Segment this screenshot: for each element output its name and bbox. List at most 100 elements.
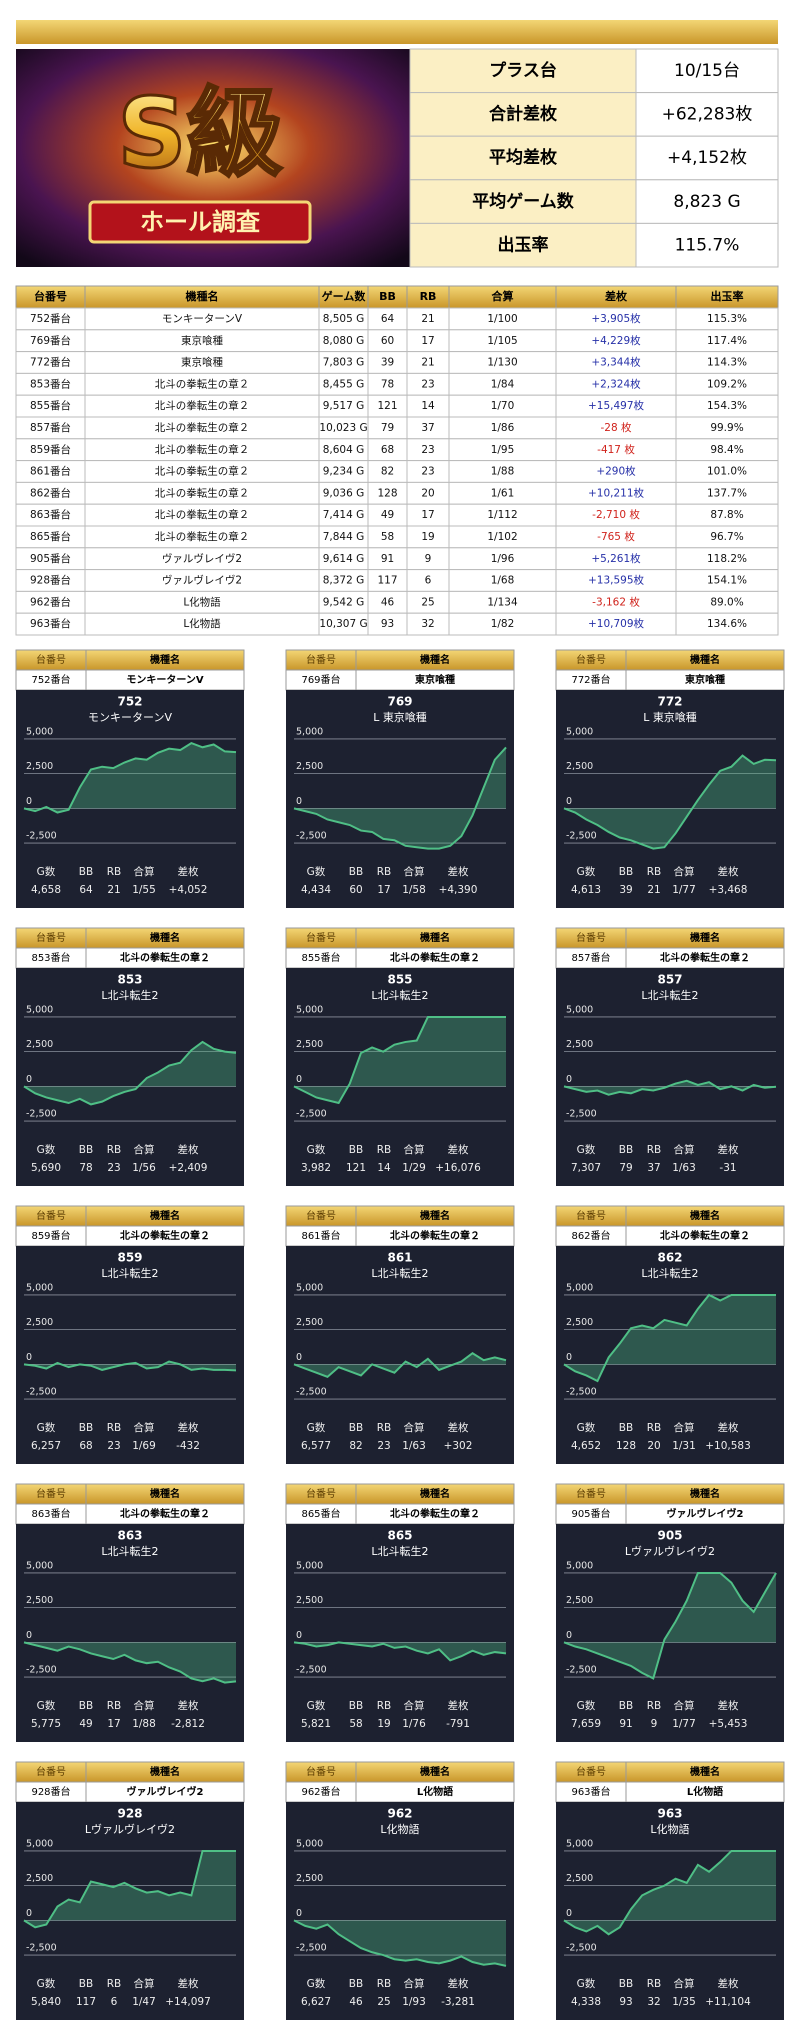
stat-value: 1/47 <box>132 1996 156 2008</box>
y-tick-label: 5,000 <box>566 726 593 737</box>
table-text: 1/82 <box>491 618 515 630</box>
stat-label: 差枚 <box>718 1977 739 1990</box>
card-header-label: 機種名 <box>150 1765 180 1778</box>
chart-title: 865 <box>387 1529 412 1543</box>
stat-label: BB <box>79 866 93 878</box>
stat-label: G数 <box>577 1699 596 1712</box>
table-text: -765 枚 <box>597 530 635 543</box>
line <box>293 1919 507 1967</box>
area <box>294 1353 506 1377</box>
stat-value: +4,390 <box>439 884 478 896</box>
stat-label: 差枚 <box>448 1699 469 1712</box>
table-text: 96.7% <box>710 531 743 543</box>
y-tick-label: -2,500 <box>26 831 57 842</box>
table-text: 853番台 <box>30 377 71 390</box>
table-text: 17 <box>421 335 434 347</box>
machine-name: L化物語 <box>417 1785 453 1798</box>
stat-value: 6,577 <box>301 1440 331 1452</box>
table-text: 6 <box>425 575 432 587</box>
chart-title: 855 <box>387 973 412 987</box>
stat-label: G数 <box>577 1977 596 1990</box>
table-text: +290枚 <box>596 465 636 478</box>
machine-number: 853番台 <box>31 951 70 964</box>
stat-value: 37 <box>647 1162 660 1174</box>
chart-title: 772 <box>657 695 682 709</box>
table-header: 出玉率 <box>711 289 744 303</box>
stat-label: 差枚 <box>448 865 469 878</box>
table-text: 859番台 <box>30 443 71 456</box>
stat-value: 1/58 <box>402 884 426 896</box>
table-text: 1/88 <box>491 466 515 478</box>
machine-name: 北斗の拳転生の章２ <box>660 951 750 964</box>
stat-label: RB <box>377 866 392 878</box>
stat-value: 32 <box>647 1996 660 2008</box>
line <box>563 1571 777 1680</box>
card-header-label: 機種名 <box>150 653 180 666</box>
stat-label: G数 <box>37 1143 56 1156</box>
stat-label: RB <box>647 866 662 878</box>
stat-label: G数 <box>307 865 326 878</box>
table-text: 北斗の拳転生の章２ <box>155 399 250 412</box>
stat-value: 6,257 <box>31 1440 61 1452</box>
machine-number: 855番台 <box>301 951 340 964</box>
y-tick-label: -2,500 <box>566 831 597 842</box>
stat-label: 合算 <box>404 865 425 878</box>
stat-label: BB <box>349 1978 363 1990</box>
table-header: 差枚 <box>605 289 628 303</box>
stat-label: BB <box>349 866 363 878</box>
machine-number: 857番台 <box>571 951 610 964</box>
machine-number: 928番台 <box>31 1785 70 1798</box>
stat-label: BB <box>349 1422 363 1434</box>
stat-value: 79 <box>619 1162 632 1174</box>
stat-value: 1/77 <box>672 884 696 896</box>
table-header: 機種名 <box>186 289 219 303</box>
stat-value: 5,840 <box>31 1996 61 2008</box>
chart-subtitle: L北斗転生2 <box>371 1266 428 1280</box>
chart-subtitle: Lヴァルヴレイヴ2 <box>85 1822 175 1836</box>
summary-value-cell <box>635 48 779 94</box>
stat-value: 14 <box>377 1162 391 1174</box>
table-text: +2,324枚 <box>591 377 641 390</box>
card-header-label: 台番号 <box>306 653 336 666</box>
table-text: 101.0% <box>707 466 747 478</box>
stat-label: 合算 <box>404 1421 425 1434</box>
stat-label: 差枚 <box>448 1143 469 1156</box>
y-tick-label: 5,000 <box>26 1838 53 1849</box>
table-text: 10,023 G <box>319 422 367 434</box>
table-text: モンキーターンV <box>162 313 243 325</box>
table-text: 154.1% <box>707 575 747 587</box>
machine-number: 752番台 <box>31 673 70 686</box>
stat-label: 差枚 <box>718 865 739 878</box>
machine-name: 北斗の拳転生の章２ <box>120 951 210 964</box>
area <box>24 1850 236 1928</box>
stat-value: 23 <box>107 1162 120 1174</box>
summary-value-cell <box>635 179 779 224</box>
table-text: 北斗の拳転生の章２ <box>155 530 250 543</box>
card-header-label: 機種名 <box>420 653 450 666</box>
machine-name: 北斗の拳転生の章２ <box>390 1507 480 1520</box>
table-text: 64 <box>381 313 395 325</box>
stat-value: 117 <box>76 1996 96 2008</box>
table-text: 82 <box>381 466 394 478</box>
table-text: 121 <box>377 400 397 412</box>
table-text: -3,162 枚 <box>592 595 640 608</box>
stat-value: 3,982 <box>301 1162 331 1174</box>
y-tick-label: 0 <box>296 1630 302 1641</box>
card-header-label: 機種名 <box>690 1487 720 1500</box>
stat-label: RB <box>377 1422 392 1434</box>
y-tick-label: 5,000 <box>296 1560 323 1571</box>
stat-label: G数 <box>37 1977 56 1990</box>
y-tick-label: 0 <box>566 1074 572 1085</box>
machine-name: 北斗の拳転生の章２ <box>120 1229 210 1242</box>
table-text: 北斗の拳転生の章２ <box>155 421 250 434</box>
stat-label: 差枚 <box>448 1421 469 1434</box>
machine-name: 北斗の拳転生の章２ <box>390 1229 480 1242</box>
summary-value: 115.7% <box>675 235 740 255</box>
table-text: +13,595枚 <box>588 574 645 587</box>
card-header-label: 台番号 <box>36 1765 66 1778</box>
stat-value: +11,104 <box>705 1996 751 2008</box>
table-text: 1/84 <box>491 378 515 390</box>
y-tick-label: 2,500 <box>566 1873 593 1884</box>
summary-label: 平均差枚 <box>489 147 558 168</box>
chart-panel <box>16 1246 244 1464</box>
